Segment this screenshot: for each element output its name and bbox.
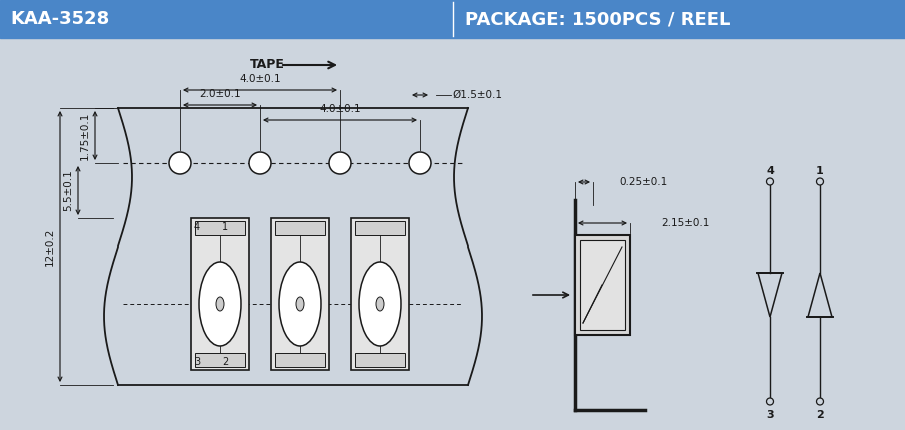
Bar bbox=[195, 353, 245, 367]
Circle shape bbox=[767, 178, 774, 185]
Text: 5.5±0.1: 5.5±0.1 bbox=[63, 169, 73, 212]
Circle shape bbox=[409, 152, 431, 174]
Bar bbox=[355, 353, 405, 367]
Text: 4: 4 bbox=[766, 166, 774, 176]
Text: 4: 4 bbox=[194, 222, 200, 232]
Bar bbox=[351, 218, 409, 370]
Text: 3: 3 bbox=[194, 357, 200, 367]
Text: 0.25±0.1: 0.25±0.1 bbox=[619, 177, 667, 187]
Text: Ø1.5±0.1: Ø1.5±0.1 bbox=[452, 90, 502, 100]
Bar bbox=[271, 218, 329, 370]
Text: 4.0±0.1: 4.0±0.1 bbox=[239, 74, 281, 84]
Ellipse shape bbox=[199, 262, 241, 346]
Text: 2: 2 bbox=[222, 357, 228, 367]
Circle shape bbox=[329, 152, 351, 174]
Text: 12±0.2: 12±0.2 bbox=[45, 227, 55, 266]
Circle shape bbox=[249, 152, 271, 174]
Text: 1: 1 bbox=[816, 166, 824, 176]
Text: PACKAGE: 1500PCS / REEL: PACKAGE: 1500PCS / REEL bbox=[465, 10, 730, 28]
Ellipse shape bbox=[296, 297, 304, 311]
Bar bbox=[195, 221, 245, 235]
Text: 3: 3 bbox=[767, 410, 774, 420]
Bar bbox=[0, 0, 905, 38]
Bar bbox=[355, 221, 405, 235]
Ellipse shape bbox=[279, 262, 321, 346]
Text: 2: 2 bbox=[816, 410, 824, 420]
Text: KAA-3528: KAA-3528 bbox=[10, 10, 110, 28]
Bar bbox=[275, 221, 325, 235]
Bar bbox=[191, 218, 249, 370]
Text: TAPE: TAPE bbox=[250, 58, 284, 71]
Ellipse shape bbox=[359, 262, 401, 346]
Text: 1: 1 bbox=[222, 222, 228, 232]
Text: 4.0±0.1: 4.0±0.1 bbox=[319, 104, 361, 114]
Bar bbox=[580, 240, 625, 330]
Ellipse shape bbox=[376, 297, 384, 311]
Circle shape bbox=[816, 398, 824, 405]
Circle shape bbox=[169, 152, 191, 174]
Text: 2.0±0.1: 2.0±0.1 bbox=[199, 89, 241, 99]
Bar bbox=[575, 235, 630, 335]
Text: 1.75±0.1: 1.75±0.1 bbox=[80, 111, 90, 160]
Ellipse shape bbox=[216, 297, 224, 311]
Text: 2.15±0.1: 2.15±0.1 bbox=[661, 218, 710, 228]
Circle shape bbox=[767, 398, 774, 405]
Bar bbox=[275, 353, 325, 367]
Circle shape bbox=[816, 178, 824, 185]
